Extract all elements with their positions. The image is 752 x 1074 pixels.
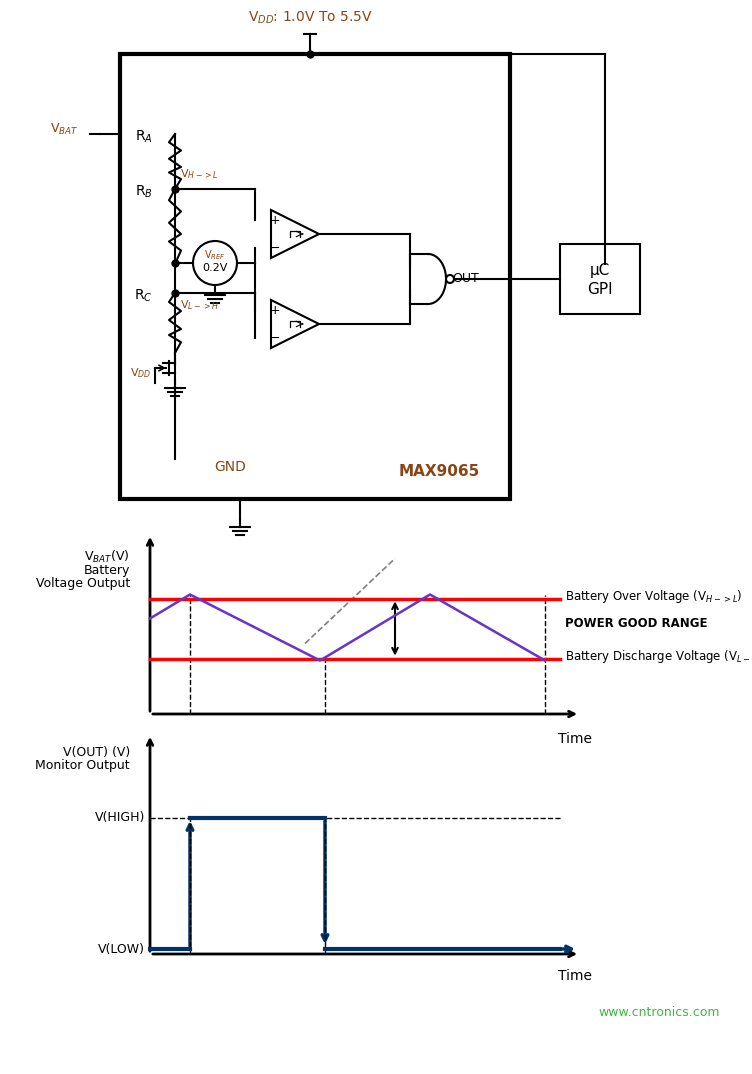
- Text: V$_{BAT}$(V): V$_{BAT}$(V): [84, 549, 130, 565]
- Text: POWER GOOD RANGE: POWER GOOD RANGE: [565, 616, 708, 630]
- Text: Monitor Output: Monitor Output: [35, 759, 130, 772]
- Text: OUT: OUT: [452, 273, 479, 286]
- Text: Time: Time: [558, 969, 592, 983]
- Text: Battery: Battery: [83, 564, 130, 577]
- Text: GND: GND: [214, 460, 246, 474]
- Text: −: −: [270, 332, 280, 345]
- Text: V$_{DD}$: 1.0V To 5.5V: V$_{DD}$: 1.0V To 5.5V: [247, 10, 372, 26]
- Text: R$_B$: R$_B$: [135, 184, 153, 200]
- Text: V(LOW): V(LOW): [98, 943, 145, 956]
- Text: GPI: GPI: [587, 281, 613, 296]
- Text: +: +: [270, 214, 280, 227]
- Text: 0.2V: 0.2V: [202, 263, 228, 273]
- Text: V(HIGH): V(HIGH): [95, 812, 145, 825]
- Text: Voltage Output: Voltage Output: [36, 577, 130, 590]
- Text: Battery Over Voltage (V$_{H->L}$): Battery Over Voltage (V$_{H->L}$): [565, 587, 743, 605]
- Text: V$_{REF}$: V$_{REF}$: [204, 248, 226, 262]
- Text: V$_{DD}$: V$_{DD}$: [130, 366, 151, 380]
- Bar: [120, 54, 510, 499]
- Text: +: +: [270, 304, 280, 317]
- Text: μC: μC: [590, 263, 610, 278]
- Text: V(OUT) (V): V(OUT) (V): [62, 746, 130, 759]
- Text: MAX9065: MAX9065: [399, 464, 480, 479]
- Text: V$_{L->H}$: V$_{L->H}$: [180, 297, 219, 311]
- Text: −: −: [270, 242, 280, 255]
- Text: Time: Time: [558, 732, 592, 746]
- Text: www.cntronics.com: www.cntronics.com: [599, 1006, 720, 1019]
- Text: R$_A$: R$_A$: [135, 129, 153, 145]
- Text: V$_{H->L}$: V$_{H->L}$: [180, 168, 219, 182]
- Text: V$_{BAT}$: V$_{BAT}$: [50, 121, 78, 136]
- Text: Battery Discharge Voltage (V$_{L->H}$): Battery Discharge Voltage (V$_{L->H}$): [565, 648, 752, 665]
- Text: R$_C$: R$_C$: [135, 288, 153, 304]
- Bar: [560, 244, 640, 314]
